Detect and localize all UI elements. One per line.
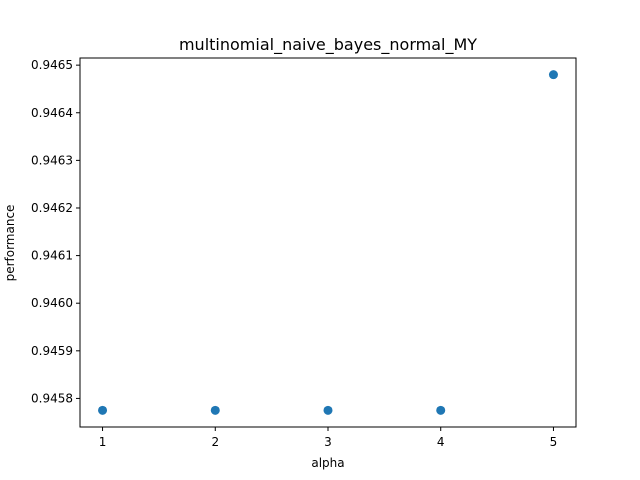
x-axis: 1 2 3 4 5: [99, 427, 558, 449]
x-axis-label: alpha: [311, 456, 344, 470]
y-tick-label: 0.9459: [31, 344, 73, 358]
data-point: [436, 405, 446, 415]
y-tick-label: 0.9460: [31, 296, 73, 310]
y-tick-label: 0.9458: [31, 391, 73, 405]
y-tick-label: 0.9461: [31, 249, 73, 263]
x-tick-label: 3: [324, 435, 332, 449]
x-tick-label: 5: [550, 435, 558, 449]
data-point: [548, 70, 558, 80]
x-tick-label: 1: [99, 435, 107, 449]
x-tick-label: 2: [211, 435, 219, 449]
plot-area: [79, 57, 577, 428]
data-point: [323, 405, 333, 415]
chart-title: multinomial_naive_bayes_normal_MY: [179, 35, 477, 55]
y-tick-label: 0.9463: [31, 153, 73, 167]
y-tick-label: 0.9462: [31, 201, 73, 215]
data-point: [210, 405, 220, 415]
y-tick-label: 0.9465: [31, 58, 73, 72]
data-point: [98, 405, 108, 415]
y-axis: 0.9458 0.9459 0.9460 0.9461 0.9462 0.9463 0.94…: [31, 58, 80, 405]
y-tick-label: 0.9464: [31, 106, 73, 120]
data-points: [98, 70, 558, 415]
x-tick-label: 4: [437, 435, 445, 449]
y-axis-label: performance: [3, 205, 17, 282]
